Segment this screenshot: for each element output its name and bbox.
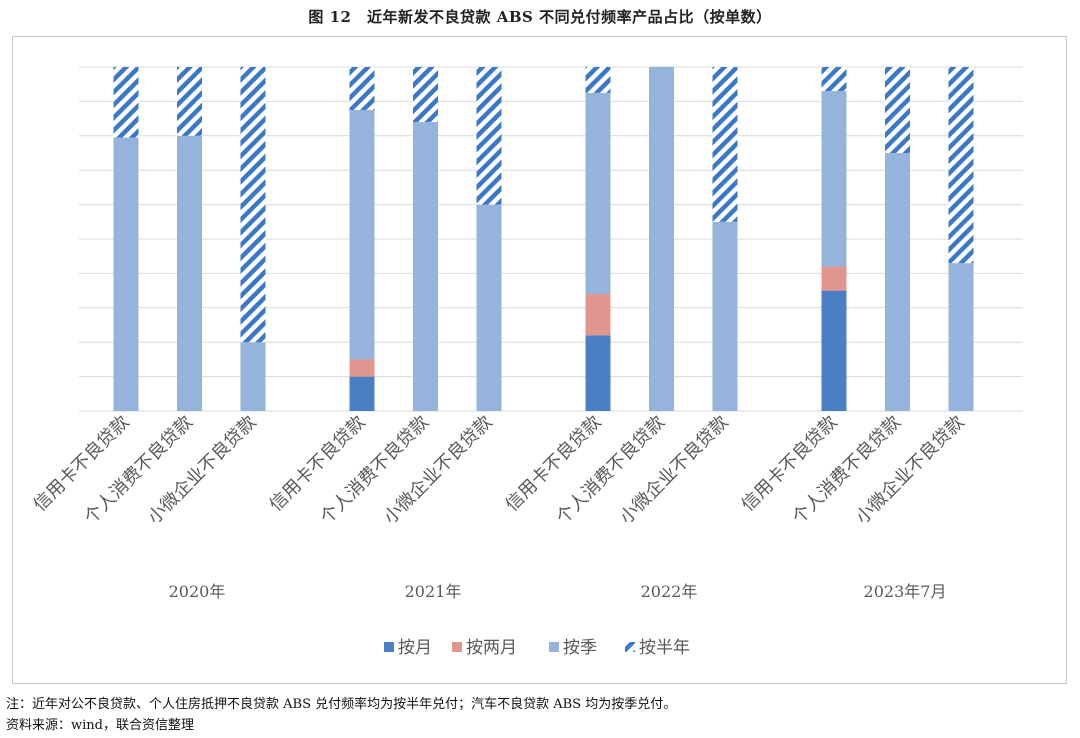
bar-segment (349, 376, 375, 411)
legend-label: 按季 (563, 638, 597, 658)
group-label: 2020年 (169, 582, 226, 601)
bar-segment (821, 91, 847, 267)
bar-segment (177, 135, 202, 412)
category-label: 小微企业不良贷款 (616, 412, 733, 529)
group-label: 2023年7月 (864, 582, 947, 601)
bar-segment (413, 67, 438, 123)
chart-frame: 信用卡不良贷款 个人消费不良贷款 小微企业不良贷款 信用卡不良贷款 个人消费不良贷款 小微… (12, 36, 1067, 684)
bar-segment (821, 290, 847, 411)
group-label: 2021年 (405, 582, 462, 601)
bar-segment (821, 67, 847, 92)
category-label: 小微企业不良贷款 (144, 412, 261, 529)
bar-segment (240, 67, 266, 343)
bar-segment (712, 221, 738, 411)
category-label: 个人消费不良贷款 (552, 412, 669, 529)
legend-swatch (549, 642, 559, 652)
group-label: 2022年 (641, 582, 698, 601)
bar-segment (177, 67, 202, 136)
bar-segment (948, 263, 974, 411)
legend-label: 按月 (398, 638, 432, 658)
bar-segment (948, 67, 974, 264)
bar-segment (821, 266, 847, 291)
bar-segment (585, 335, 611, 411)
bar-segment (240, 342, 266, 411)
category-label: 小微企业不良贷款 (852, 412, 969, 529)
bar-segment (885, 67, 910, 153)
bar-segment (585, 294, 611, 336)
category-label: 个人消费不良贷款 (316, 412, 433, 529)
legend-label: 按两月 (466, 638, 517, 658)
group-labels: 2020年 2021年 2022年 2023年7月 (169, 582, 947, 601)
bar-segment (649, 67, 674, 411)
bar-segment (113, 137, 139, 411)
bar-segment (585, 67, 611, 93)
chart-note: 注：近年对公不良贷款、个人住房抵押不良贷款 ABS 兑付频率均为按半年兑付；汽车… (6, 697, 677, 712)
bar-segment (349, 359, 375, 377)
bar-segment (476, 67, 502, 205)
bar-segment (712, 67, 738, 222)
legend-swatch (452, 642, 462, 652)
bar-segment (113, 67, 139, 138)
legend-label: 按半年 (639, 638, 690, 658)
bar-segment (585, 92, 611, 295)
legend-swatch (625, 642, 635, 652)
figure-title: 图 12 近年新发不良贷款 ABS 不同兑付频率产品占比（按单数） (308, 8, 772, 26)
gridlines (79, 66, 1023, 412)
bar-segment (349, 110, 375, 360)
category-label: 小微企业不良贷款 (380, 412, 497, 529)
legend: 按月 按两月 按季 按半年 (384, 638, 690, 658)
category-label: 个人消费不良贷款 (80, 412, 197, 529)
bar-segment (413, 122, 438, 411)
bar-segment (476, 204, 502, 411)
chart-source: 资料来源：wind，联合资信整理 (6, 718, 194, 733)
bar-segment (885, 153, 910, 411)
bars (113, 67, 974, 412)
legend-swatch (384, 642, 394, 652)
bar-segment (349, 67, 375, 110)
category-label: 个人消费不良贷款 (788, 412, 905, 529)
